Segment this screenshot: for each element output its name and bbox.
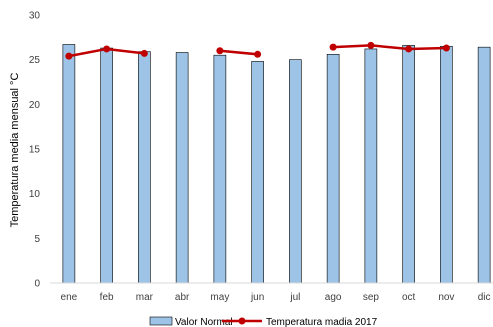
line-point [442,44,450,52]
line-point [216,47,224,55]
y-tick-label: 30 [29,11,41,22]
legend: Valor Normal Temperatura madia 2017 [149,316,378,327]
bar-series [62,44,491,284]
y-tick-label: 25 [29,55,41,66]
x-tick-label: oct [402,292,416,303]
bar [402,45,415,284]
line-point [254,50,262,58]
line-point [367,41,375,49]
x-tick-label: nov [438,292,454,303]
y-tick-label: 20 [29,100,41,111]
y-tick-label: 5 [34,234,40,245]
y-tick-label: 0 [34,279,40,290]
x-tick-label: abr [175,292,190,303]
bar [138,51,151,284]
x-tick-label: sep [363,292,380,303]
bar [440,45,453,284]
y-tick-label: 15 [29,145,41,156]
line-segment [219,49,258,56]
bar [477,46,491,284]
y-axis-title: Temperatura media mensual °C [9,73,21,228]
line-series [65,41,450,60]
bar [251,61,264,284]
bar [289,59,302,284]
bar [364,48,378,284]
line-point [103,45,111,53]
x-tick-label: feb [100,292,114,303]
x-tick-label: jun [250,292,264,303]
x-tick-label: ago [325,292,342,303]
x-tick-label: dic [478,292,491,303]
legend-label-line: Temperatura madia 2017 [266,317,378,327]
x-tick-label: jul [289,292,300,303]
x-tick-label: mar [136,292,154,303]
line-point [140,49,148,57]
bar [62,44,76,284]
legend-swatch-marker [238,317,246,325]
bar [175,52,189,284]
x-tick-label: ene [61,292,78,303]
y-axis-ticks: 0 5 10 15 20 25 30 [29,11,41,290]
line-point [65,52,73,60]
y-tick-label: 10 [29,189,41,200]
line-point [405,45,413,53]
x-axis-ticks: ene feb mar abr may jun jul ago sep oct nov dic [61,292,491,303]
bar [213,54,227,284]
line-point [329,43,337,51]
line-segment [333,44,447,51]
bar [326,54,340,284]
bar [100,47,113,284]
legend-label-bar: Valor Normal [175,317,233,327]
legend-swatch-bar [149,316,173,326]
x-tick-label: may [210,292,229,303]
